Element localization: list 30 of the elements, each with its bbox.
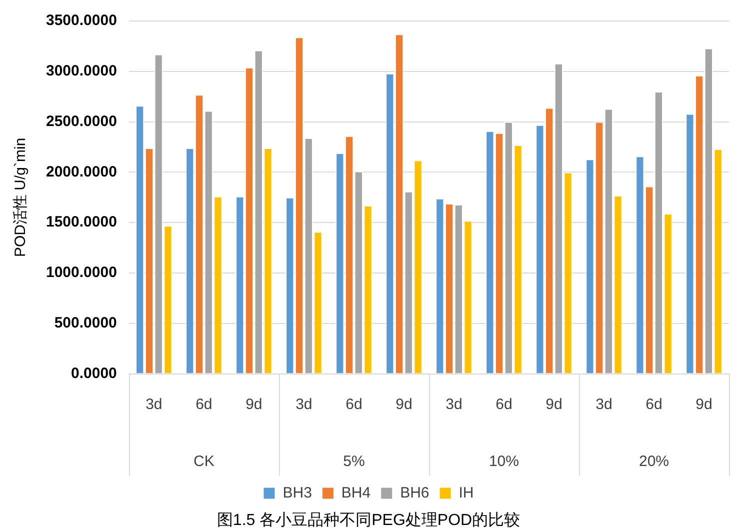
y-tick-label: 3500.0000 — [46, 12, 117, 30]
y-tick-label: 1500.0000 — [46, 214, 117, 231]
legend-label: BH3 — [282, 484, 312, 502]
x-tick-label: 3d — [446, 396, 462, 413]
x-tick-label: 6d — [346, 396, 362, 413]
x-tick-label: 6d — [496, 396, 512, 413]
legend-label: BH6 — [400, 484, 430, 502]
text: CK — [193, 452, 214, 470]
x-tick-label: 9d — [546, 396, 562, 413]
y-axis-title: POD活性 U/g`min — [12, 138, 30, 257]
x-tick-label: 6d — [646, 396, 662, 413]
y-tick-label: 2000.0000 — [46, 163, 117, 180]
y-tick-label: 500.0000 — [54, 314, 117, 332]
legend-label: IH — [458, 484, 474, 502]
x-tick-label: 9d — [696, 396, 712, 413]
x-tick-label: 3d — [296, 396, 312, 413]
y-tick-label: 3000.0000 — [46, 62, 117, 80]
text: 5% — [343, 452, 365, 470]
text: 图1.5 各小豆品种不同PEG处理POD的比较 — [216, 510, 520, 529]
legend-label: BH4 — [341, 484, 371, 502]
text: 20% — [638, 452, 670, 470]
y-tick-label: 2500.0000 — [46, 112, 117, 130]
y-tick-label: 1000.0000 — [46, 264, 117, 282]
text: 10% — [488, 452, 519, 470]
x-tick-label: 3d — [596, 396, 612, 413]
x-tick-label: 3d — [146, 396, 162, 413]
x-tick-label: 6d — [196, 396, 212, 413]
x-tick-label: 9d — [246, 396, 262, 413]
y-tick-label: 0.0000 — [71, 364, 117, 382]
x-tick-label: 9d — [396, 396, 412, 413]
